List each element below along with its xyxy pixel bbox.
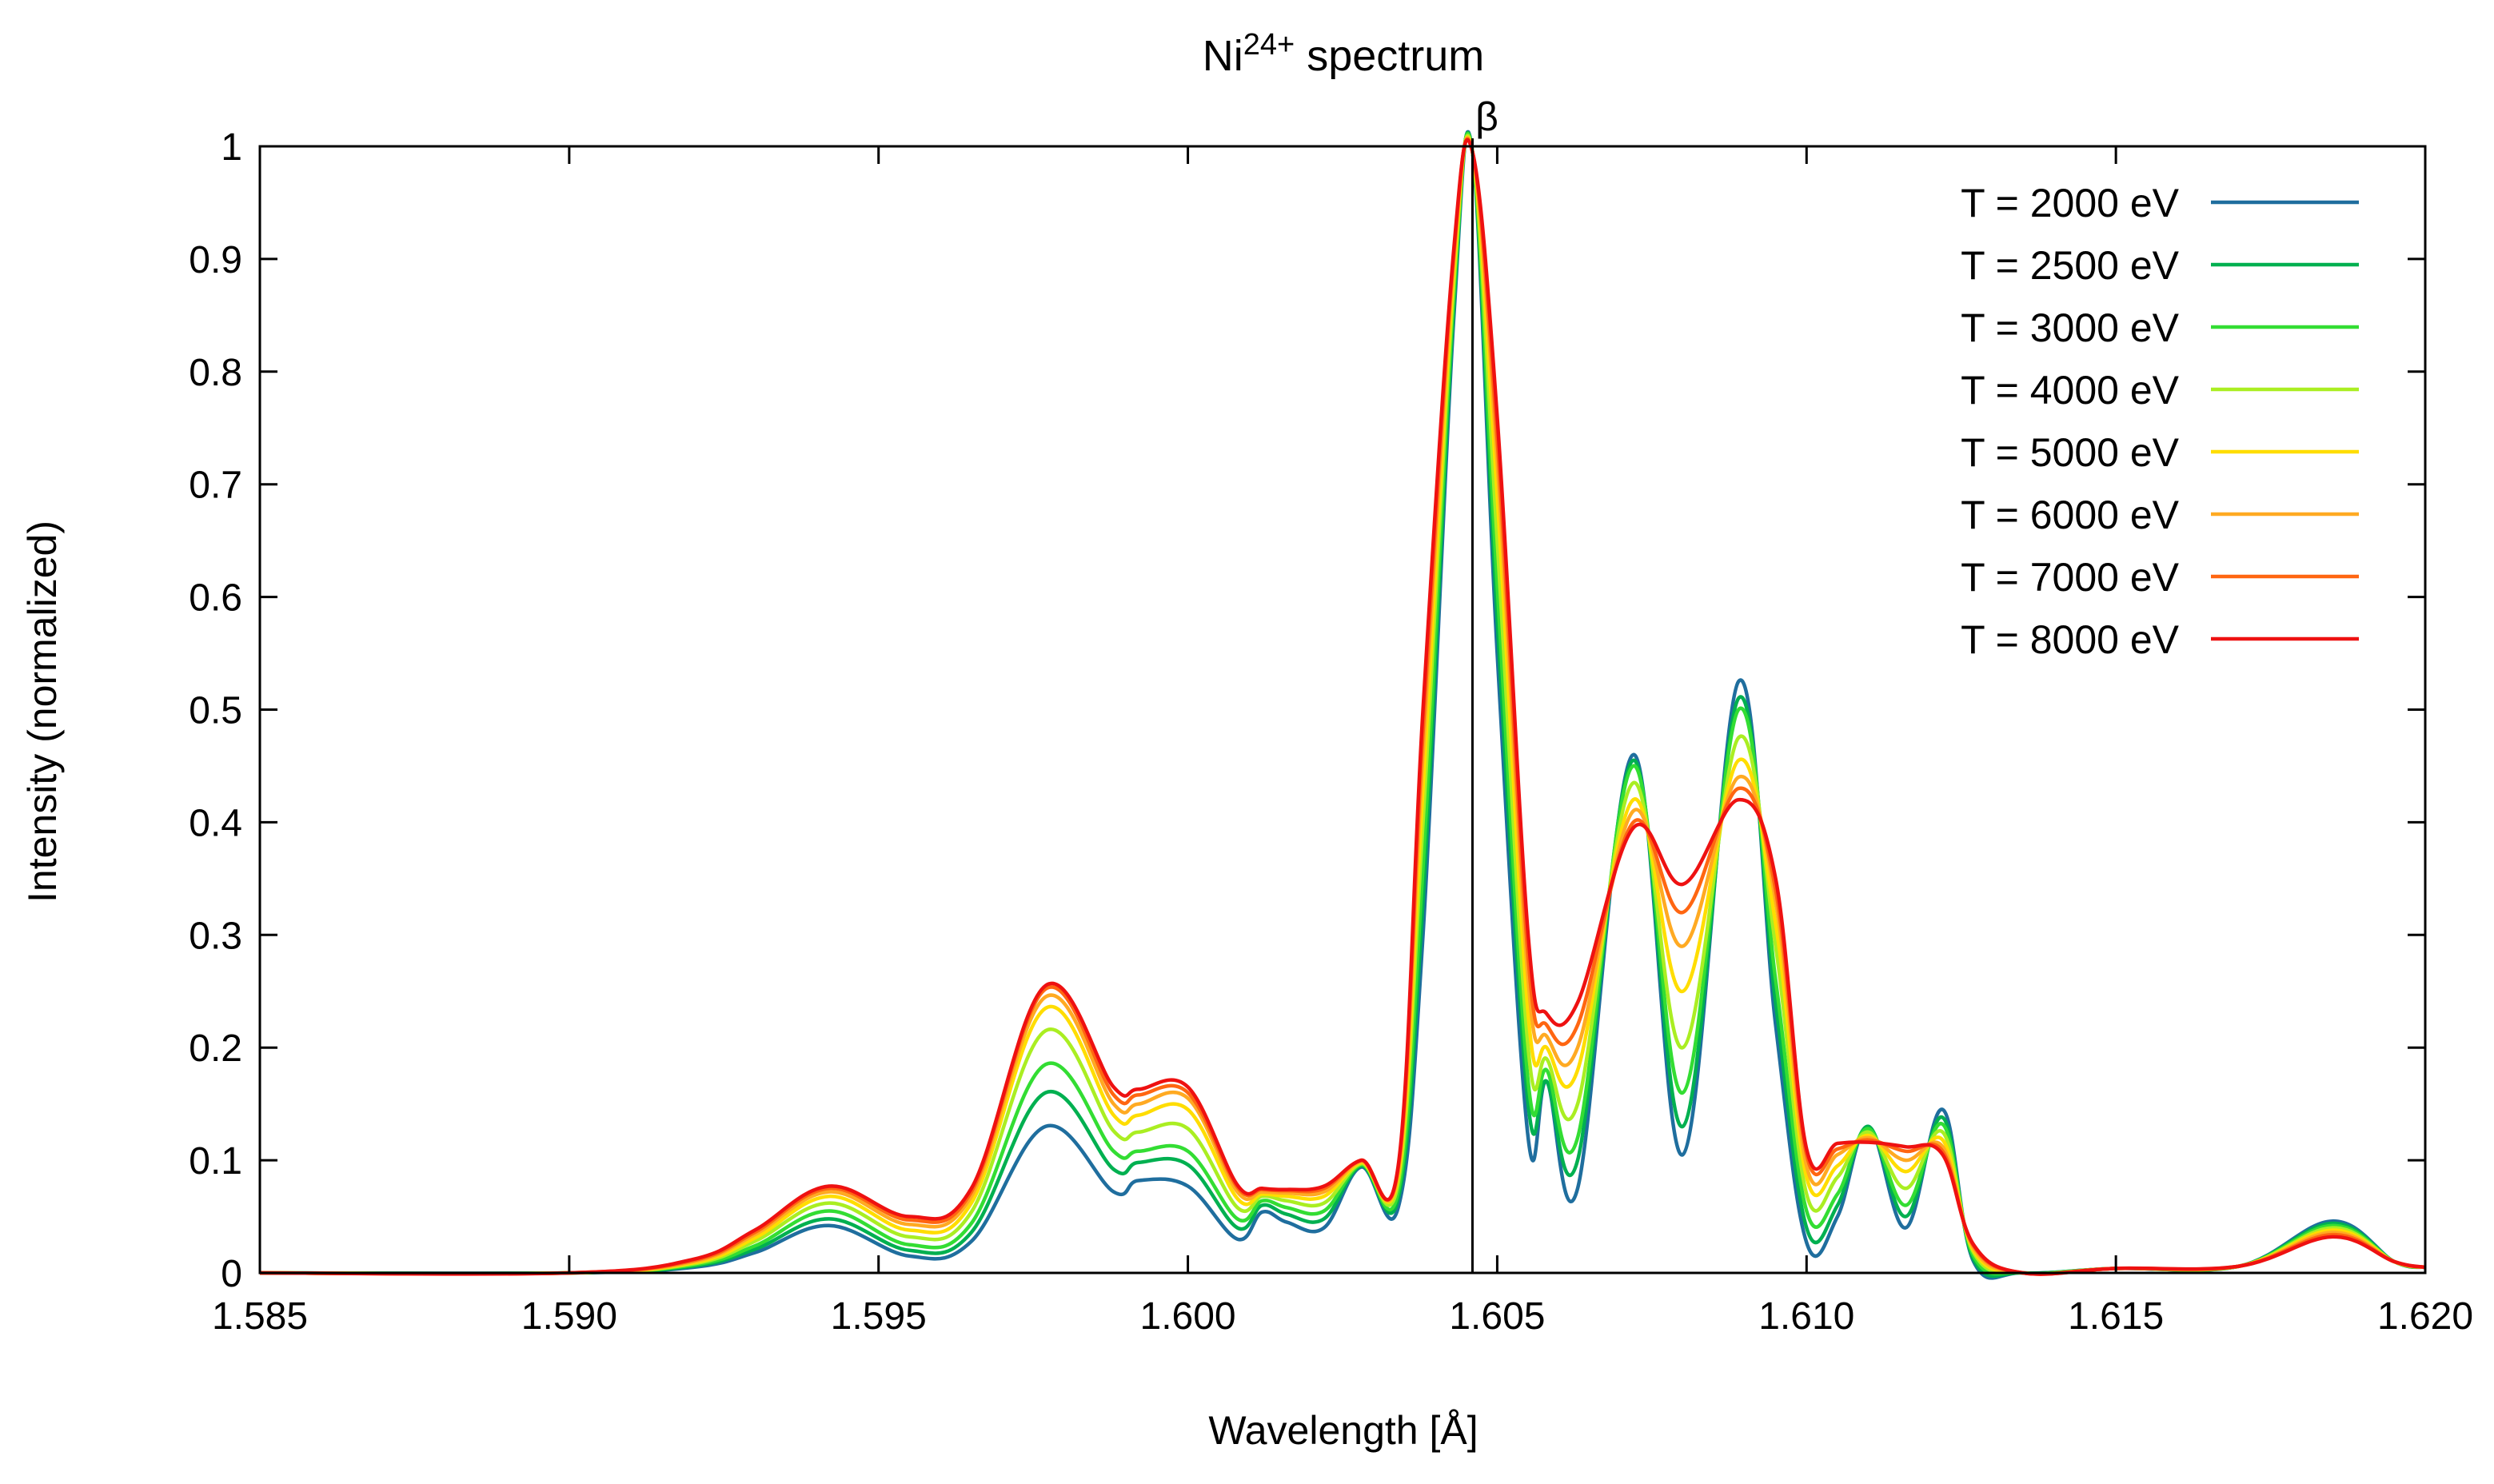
series-lines [259, 130, 2426, 1280]
x-tick-label: 1.595 [831, 1295, 927, 1338]
x-axis-label: Wavelength [Å] [1208, 1408, 1478, 1453]
series-line-2 [259, 130, 2426, 1279]
x-tick-label: 1.585 [212, 1295, 308, 1338]
title-suffix: spectrum [1295, 32, 1484, 80]
legend-label: T = 6000 eV [1961, 493, 2180, 537]
legend-label: T = 2000 eV [1961, 181, 2180, 225]
x-tick-label: 1.610 [1758, 1295, 1854, 1338]
series-line-3 [259, 131, 2426, 1276]
y-tick-label: 0.5 [189, 690, 242, 732]
x-tick-label: 1.600 [1140, 1295, 1236, 1338]
chart-title: Ni24+ spectrum [1203, 28, 1485, 80]
series-line-1 [259, 130, 2426, 1280]
title-superscript: 24+ [1243, 28, 1295, 62]
x-tick-label: 1.615 [2068, 1295, 2164, 1338]
y-tick-label: 0.3 [189, 915, 242, 957]
series-line-4 [259, 134, 2426, 1276]
legend-label: T = 4000 eV [1961, 368, 2180, 413]
title-prefix: Ni [1203, 32, 1243, 80]
legend-label: T = 5000 eV [1961, 430, 2180, 475]
y-axis-label: Intensity (normalized) [20, 521, 65, 903]
y-tick-label: 0.4 [189, 802, 242, 844]
x-tick-label: 1.605 [1449, 1295, 1545, 1338]
legend-label: T = 7000 eV [1961, 555, 2180, 600]
axis-ticks: 1.585 1.590 1.595 1.600 1.605 1.610 1.615 1.620… [189, 126, 2473, 1338]
y-tick-label: 0.6 [189, 577, 242, 620]
y-tick-label: 1 [221, 126, 242, 169]
y-tick-label: 0 [221, 1253, 242, 1295]
legend: T = 2000 eV T = 2500 eV T = 3000 eV T = 400… [1961, 181, 2359, 662]
y-tick-label: 0.7 [189, 465, 242, 507]
x-tick-label: 1.590 [521, 1295, 617, 1338]
legend-label: T = 2500 eV [1961, 243, 2180, 288]
legend-label: T = 8000 eV [1961, 617, 2180, 662]
y-tick-label: 0.8 [189, 352, 242, 394]
y-tick-label: 0.9 [189, 239, 242, 281]
y-tick-label: 0.2 [189, 1027, 242, 1070]
y-tick-label: 0.1 [189, 1140, 242, 1183]
beta-annotation: β [1475, 94, 1498, 139]
legend-label: T = 3000 eV [1961, 305, 2180, 350]
x-tick-label: 1.620 [2377, 1295, 2473, 1338]
series-line-8 [259, 138, 2426, 1276]
